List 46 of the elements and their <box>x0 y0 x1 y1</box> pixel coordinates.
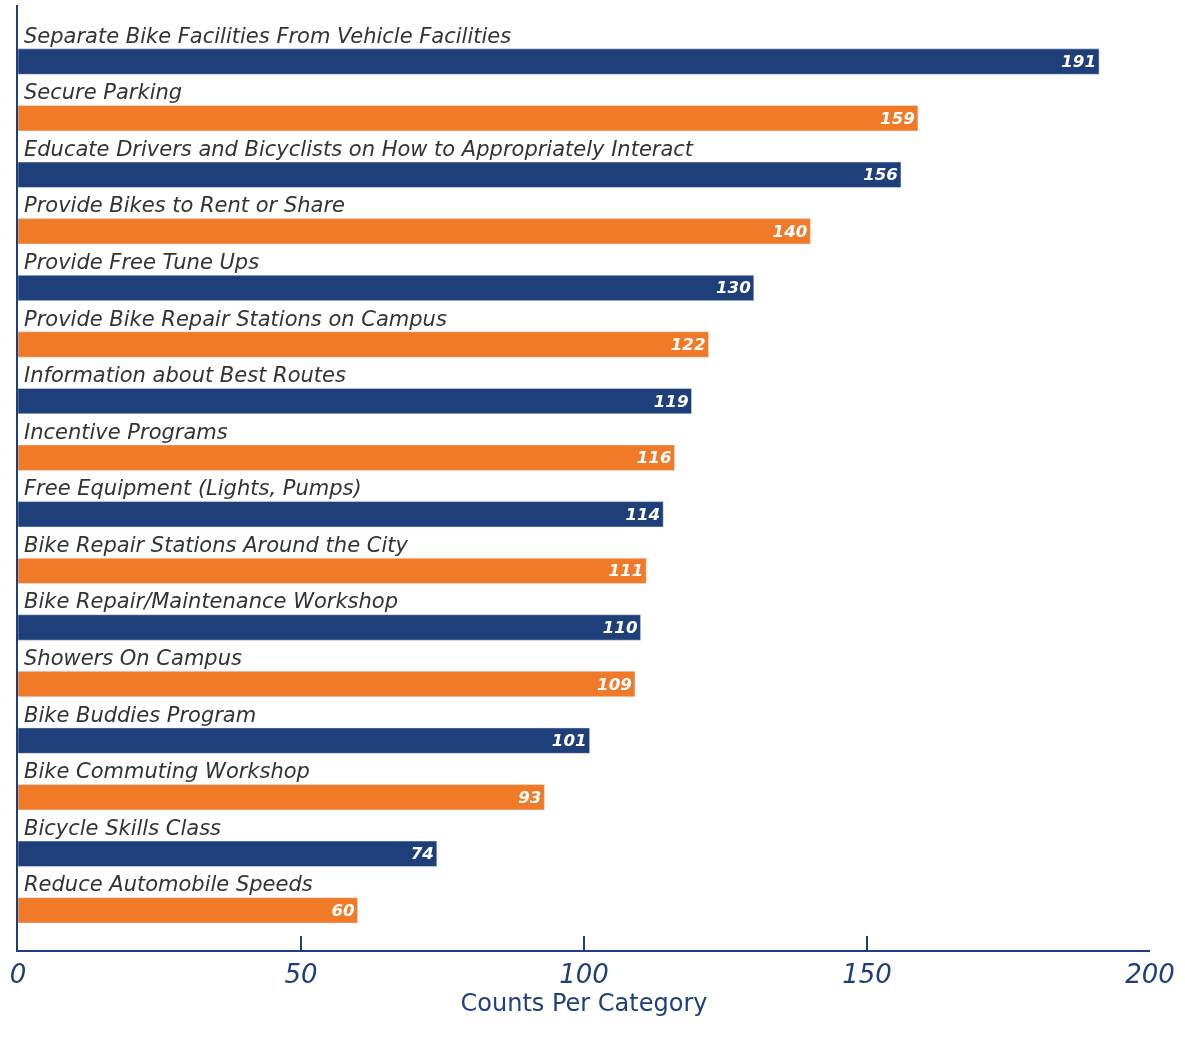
y-tick-label: Provide Bike Repair Stations on Campus <box>24 307 447 331</box>
x-tick-label: 200 <box>1125 959 1175 990</box>
y-tick-label: Bicycle Skills Class <box>24 816 222 840</box>
data-label: 60 <box>331 900 355 920</box>
data-label: 159 <box>880 108 915 128</box>
data-label: 74 <box>410 844 434 864</box>
bar <box>18 105 919 132</box>
data-label: 191 <box>1061 52 1097 72</box>
y-tick-label: Provide Bikes to Rent or Share <box>24 193 345 217</box>
data-label: 114 <box>625 504 661 524</box>
y-tick-label: Bike Commuting Workshop <box>24 759 310 783</box>
data-label: 109 <box>597 674 632 694</box>
data-label: 111 <box>608 561 644 581</box>
data-label: 116 <box>636 448 672 468</box>
y-tick-label: Provide Free Tune Ups <box>24 250 260 274</box>
y-tick-label: Incentive Programs <box>24 420 228 444</box>
y-tick-label: Bike Buddies Program <box>24 703 257 727</box>
y-tick-label: Secure Parking <box>24 80 183 104</box>
data-label: 110 <box>602 618 638 638</box>
y-tick-label: Educate Drivers and Bicyclists on How to Appropriately Interact <box>24 137 694 161</box>
data-label: 101 <box>551 731 587 751</box>
y-tick-label: Reduce Automobile Speeds <box>24 872 313 896</box>
y-tick-label: Free Equipment (Lights, Pumps) <box>24 476 362 500</box>
y-tick-label: Information about Best Routes <box>24 363 346 387</box>
data-label: 93 <box>518 787 542 807</box>
data-label: 140 <box>772 221 808 241</box>
y-tick-label: Separate Bike Facilities From Vehicle Facilities <box>24 24 512 48</box>
bar <box>18 218 811 245</box>
bar <box>18 784 545 811</box>
bar <box>18 444 675 471</box>
x-tick-label: 150 <box>842 959 892 990</box>
y-tick-label: Showers On Campus <box>24 646 242 670</box>
bar <box>18 671 636 698</box>
data-label: 122 <box>670 335 706 355</box>
x-axis-title: Counts Per Category <box>460 989 708 1018</box>
bar <box>18 557 647 584</box>
bar <box>18 331 709 358</box>
data-label: 156 <box>863 165 898 185</box>
y-tick-label: Bike Repair Stations Around the City <box>24 533 409 557</box>
x-tick-label: 50 <box>284 959 318 990</box>
data-label: 130 <box>715 278 751 298</box>
x-tick-label: 0 <box>9 959 27 990</box>
bar <box>18 897 358 924</box>
y-tick-label: Bike Repair/Maintenance Workshop <box>24 589 399 613</box>
data-label: 119 <box>653 391 689 411</box>
x-tick-label: 100 <box>559 959 609 990</box>
